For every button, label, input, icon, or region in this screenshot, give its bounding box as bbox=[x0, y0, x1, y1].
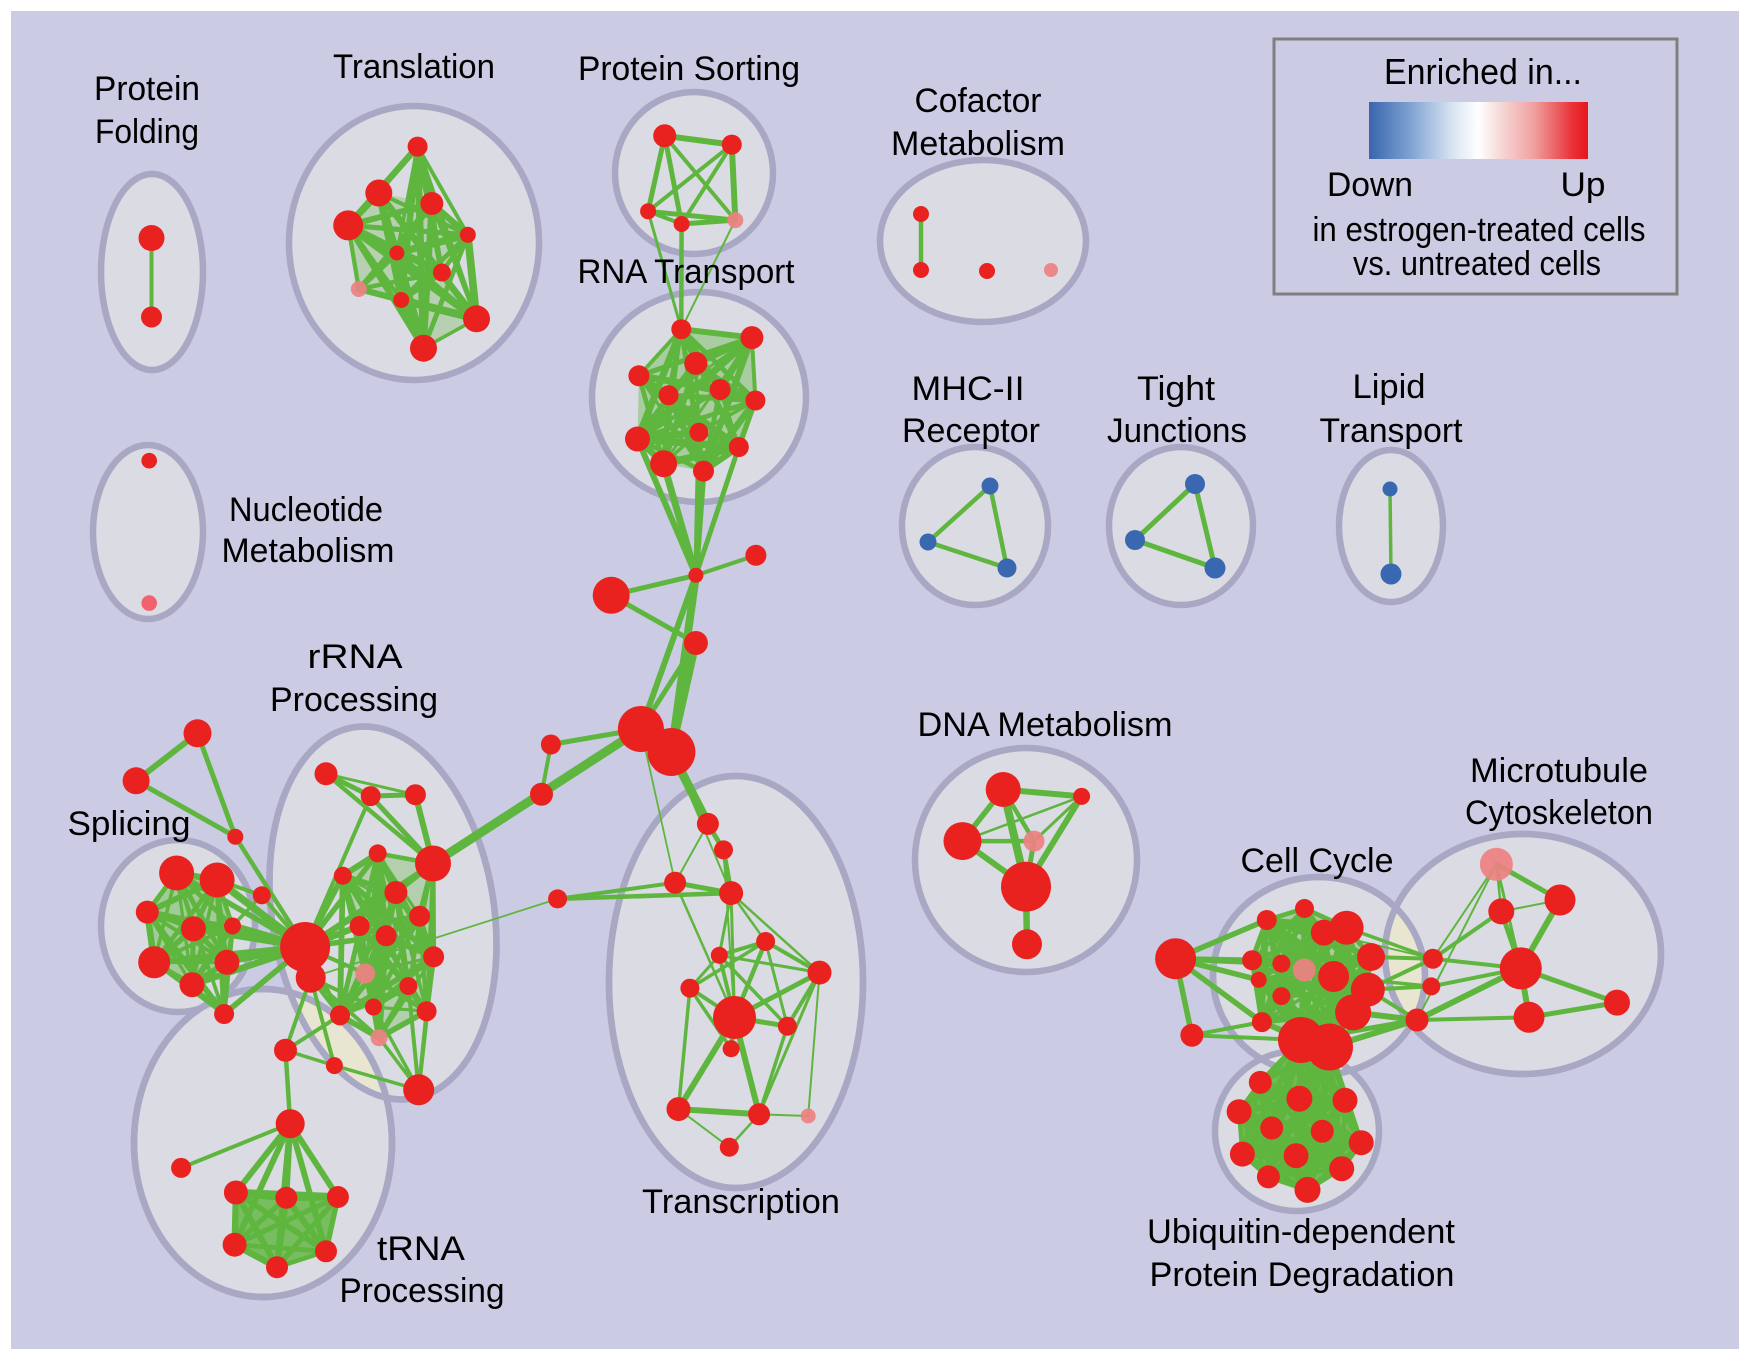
svg-text:DNA Metabolism: DNA Metabolism bbox=[918, 706, 1173, 744]
svg-text:Protein Sorting: Protein Sorting bbox=[578, 50, 800, 88]
svg-text:Splicing: Splicing bbox=[68, 805, 191, 843]
svg-text:vs. untreated cells: vs. untreated cells bbox=[1353, 245, 1601, 283]
svg-text:Cytoskeleton: Cytoskeleton bbox=[1465, 794, 1653, 832]
svg-text:Down: Down bbox=[1327, 166, 1413, 204]
svg-text:tRNA: tRNA bbox=[377, 1230, 465, 1268]
svg-text:Processing: Processing bbox=[340, 1272, 505, 1310]
svg-text:Junctions: Junctions bbox=[1107, 412, 1247, 450]
svg-text:Receptor: Receptor bbox=[902, 412, 1040, 450]
svg-text:Cofactor: Cofactor bbox=[915, 82, 1042, 120]
svg-text:Metabolism: Metabolism bbox=[222, 532, 395, 570]
svg-text:Metabolism: Metabolism bbox=[891, 125, 1065, 163]
svg-text:Processing: Processing bbox=[270, 681, 438, 719]
svg-text:Protein: Protein bbox=[94, 70, 200, 108]
svg-text:Protein Degradation: Protein Degradation bbox=[1150, 1256, 1455, 1294]
svg-text:Nucleotide: Nucleotide bbox=[229, 491, 383, 529]
svg-text:Transport: Transport bbox=[1320, 412, 1464, 450]
svg-text:Ubiquitin-dependent: Ubiquitin-dependent bbox=[1147, 1213, 1456, 1251]
svg-text:Microtubule: Microtubule bbox=[1470, 752, 1648, 790]
svg-text:Tight: Tight bbox=[1137, 370, 1216, 408]
svg-text:RNA Transport: RNA Transport bbox=[578, 253, 796, 291]
svg-text:rRNA: rRNA bbox=[308, 638, 403, 676]
svg-text:Transcription: Transcription bbox=[642, 1183, 840, 1221]
svg-text:Cell Cycle: Cell Cycle bbox=[1241, 842, 1394, 880]
svg-text:MHC-II: MHC-II bbox=[912, 370, 1025, 408]
svg-text:Translation: Translation bbox=[333, 48, 495, 86]
svg-text:Up: Up bbox=[1561, 166, 1606, 204]
svg-text:Folding: Folding bbox=[95, 113, 199, 151]
svg-text:Lipid: Lipid bbox=[1353, 368, 1426, 406]
svg-text:Enriched in...: Enriched in... bbox=[1384, 51, 1582, 92]
svg-text:in estrogen-treated cells: in estrogen-treated cells bbox=[1313, 211, 1646, 249]
